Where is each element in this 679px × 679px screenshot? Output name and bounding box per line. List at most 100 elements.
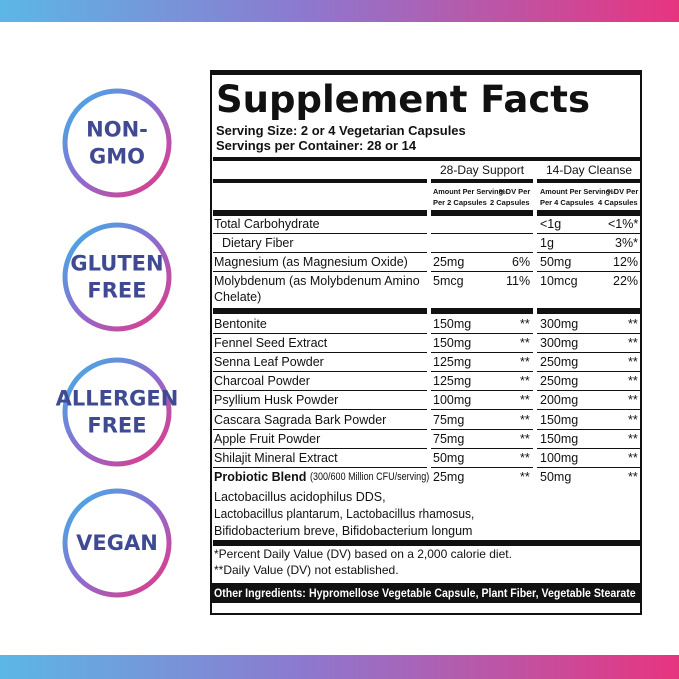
bottom-gradient-bar <box>0 655 679 679</box>
badge-label: GLUTEN <box>70 252 163 276</box>
amount: <1g <box>540 217 562 231</box>
thick-rule <box>213 157 641 161</box>
badge-label: ALLERGEN <box>56 387 179 411</box>
row-rule <box>213 271 427 272</box>
amount: 150mg <box>433 336 472 351</box>
column-subheader: %DV Per <box>499 187 531 196</box>
daily-value: ** <box>520 336 530 351</box>
daily-value: ** <box>520 469 530 484</box>
ingredient-name: Senna Leaf Powder <box>214 355 324 370</box>
thick-rule <box>431 308 533 314</box>
daily-value: <1%* <box>608 217 639 231</box>
row-rule <box>537 390 641 391</box>
probiotic-note: (300/600 Million CFU/serving) <box>310 470 430 483</box>
other-ingredients-text: Hypromellose Vegetable Capsule, Plant Fi… <box>309 586 636 600</box>
thick-rule <box>537 308 641 314</box>
row-rule <box>537 429 641 430</box>
row-rule <box>213 448 427 449</box>
column-subheader: Amount Per Serving <box>540 187 611 196</box>
row-rule <box>537 448 641 449</box>
daily-value: 11% <box>506 274 531 288</box>
other-ingredients-bar <box>212 583 640 603</box>
row-rule <box>537 333 641 334</box>
row-rule <box>213 333 427 334</box>
row-rule <box>431 271 533 272</box>
amount: 150mg <box>540 412 579 427</box>
ingredient-name: Shilajit Mineral Extract <box>214 450 338 465</box>
row-rule <box>431 371 533 372</box>
thick-rule <box>431 210 533 216</box>
daily-value: ** <box>520 412 530 427</box>
daily-value: ** <box>520 355 530 370</box>
row-rule <box>431 429 533 430</box>
servings-per-container: Servings per Container: 28 or 14 <box>216 138 417 153</box>
row-rule <box>431 448 533 449</box>
ingredient-name: Bentonite <box>214 317 267 331</box>
probiotic-strain: Lactobacillus plantarum, Lactobacillus r… <box>214 506 475 521</box>
ingredient-name: Psyllium Husk Powder <box>214 393 339 408</box>
badge-label: FREE <box>87 414 146 438</box>
amount: 50mg <box>433 450 465 465</box>
group-header: 14-Day Cleanse <box>546 163 633 177</box>
amount: 125mg <box>433 355 472 370</box>
ingredient-name: Chelate) <box>214 290 262 304</box>
probiotic-name: Probiotic Blend <box>214 469 307 484</box>
row-rule <box>213 233 427 234</box>
row-rule <box>431 333 533 334</box>
ingredient-name: Dietary Fiber <box>222 236 294 250</box>
row-rule <box>431 467 533 468</box>
row-rule <box>537 252 641 253</box>
row-rule <box>431 409 533 410</box>
amount: 25mg <box>433 469 465 484</box>
row-rule <box>213 252 427 253</box>
daily-value: ** <box>628 355 638 370</box>
amount: 200mg <box>540 393 579 408</box>
daily-value: ** <box>520 393 530 408</box>
column-subheader: Per 4 Capsules <box>540 198 594 207</box>
ingredient-name: Charcoal Powder <box>214 374 310 389</box>
ingredient-name: Molybdenum (as Molybdenum Amino <box>214 274 420 288</box>
row-rule <box>537 409 641 410</box>
thick-rule <box>213 210 427 216</box>
amount: 50mg <box>540 469 572 484</box>
supplement-facts-panel <box>210 70 642 615</box>
footnote: **Daily Value (DV) not established. <box>214 563 399 577</box>
row-rule <box>537 371 641 372</box>
row-rule <box>213 467 427 468</box>
ingredient-name: Apple Fruit Powder <box>214 431 321 446</box>
probiotic-strain: Bifidobacterium breve, Bifidobacterium l… <box>214 523 473 538</box>
row-rule <box>213 390 427 391</box>
daily-value: ** <box>628 317 638 331</box>
daily-value: ** <box>628 469 638 484</box>
amount: 100mg <box>540 450 579 465</box>
other-ingredients-label: Other Ingredients: <box>214 586 306 600</box>
daily-value: ** <box>520 317 530 331</box>
row-rule <box>537 467 641 468</box>
probiotic-strain: Lactobacillus acidophilus DDS, <box>214 489 386 504</box>
daily-value: ** <box>520 450 530 465</box>
thick-rule <box>213 308 427 314</box>
row-rule <box>213 429 427 430</box>
amount: 75mg <box>433 431 465 446</box>
title: Supplement Facts <box>216 78 591 121</box>
row-rule <box>431 233 533 234</box>
thick-rule <box>537 179 641 183</box>
thick-rule <box>213 179 427 183</box>
daily-value: 12% <box>613 255 639 269</box>
amount: 50mg <box>540 255 572 269</box>
ingredient-name: Cascara Sagrada Bark Powder <box>214 412 387 427</box>
badge-label: FREE <box>87 279 146 303</box>
top-gradient-bar <box>0 0 679 22</box>
daily-value: ** <box>628 412 638 427</box>
row-rule <box>537 233 641 234</box>
badges: NON- GMO GLUTEN FREE ALLERGEN FREE VEGAN <box>56 88 179 598</box>
row-rule <box>431 390 533 391</box>
badge-ring <box>62 357 172 467</box>
ingredient-name: Fennel Seed Extract <box>214 336 328 351</box>
column-subheader: Per 2 Capsules <box>433 198 487 207</box>
badge-ring <box>62 88 172 198</box>
thick-rule <box>431 179 533 183</box>
thick-rule <box>213 540 641 546</box>
amount: 125mg <box>433 374 472 389</box>
